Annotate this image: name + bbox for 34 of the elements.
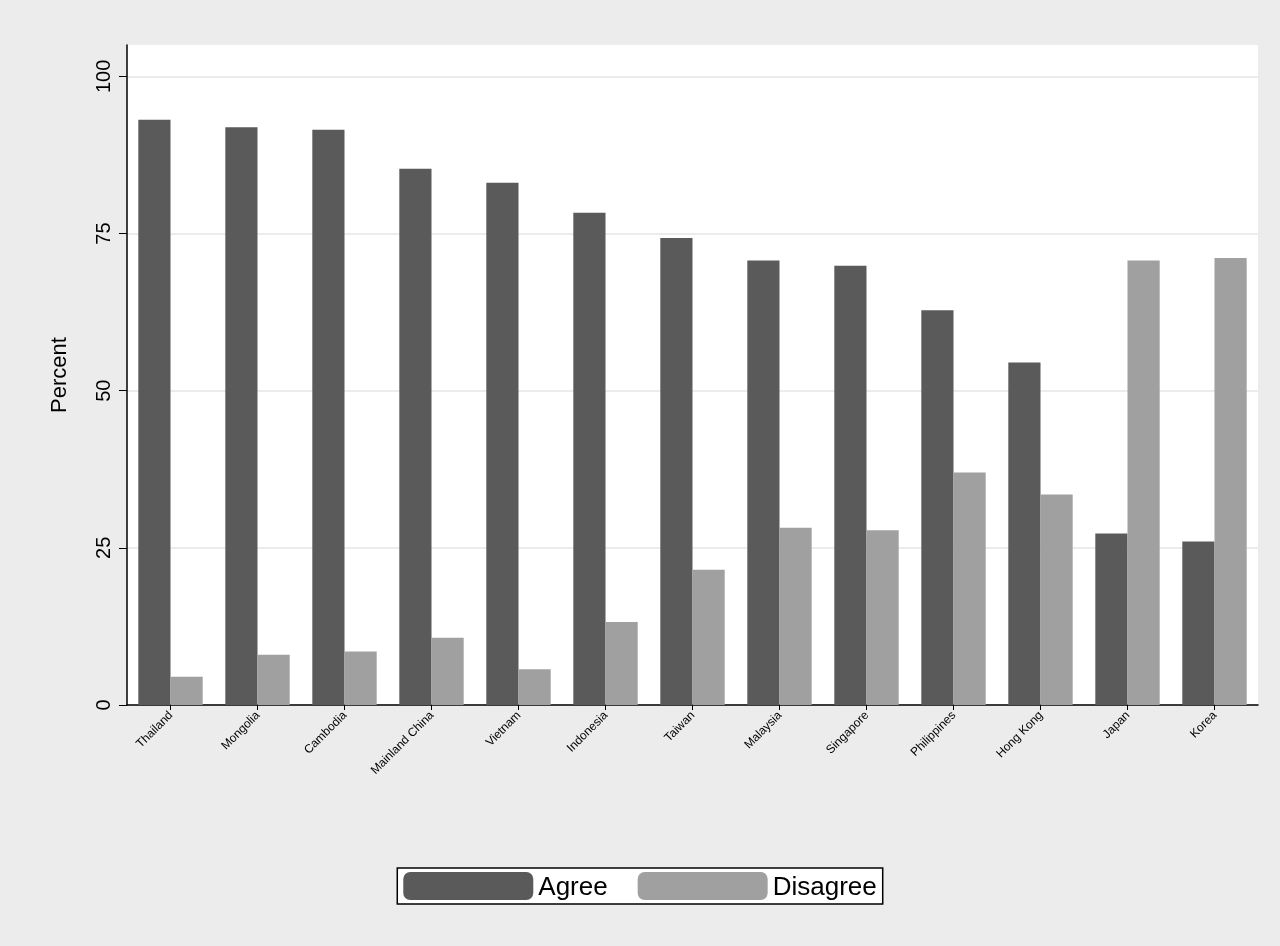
bar bbox=[921, 310, 954, 705]
bar bbox=[1182, 541, 1215, 705]
bar bbox=[399, 168, 432, 705]
bar bbox=[170, 676, 203, 705]
y-tick-label: 100 bbox=[92, 59, 114, 94]
bar bbox=[1214, 258, 1247, 705]
y-tick-label: 75 bbox=[92, 222, 114, 245]
bar bbox=[486, 182, 519, 705]
y-axis-title: Percent bbox=[45, 337, 71, 413]
bar bbox=[953, 472, 986, 705]
bar bbox=[747, 260, 780, 705]
bar bbox=[660, 237, 693, 705]
bar bbox=[692, 569, 725, 705]
bar bbox=[1095, 533, 1128, 705]
bar bbox=[779, 527, 812, 705]
bar bbox=[573, 212, 606, 705]
bar bbox=[518, 669, 551, 705]
y-tick-label: 0 bbox=[92, 699, 114, 711]
y-tick-label: 25 bbox=[92, 536, 114, 559]
bar bbox=[257, 654, 290, 705]
bar bbox=[1008, 362, 1041, 705]
bar bbox=[431, 637, 464, 705]
y-tick-label: 50 bbox=[92, 379, 114, 402]
bar bbox=[866, 530, 899, 705]
bar bbox=[138, 119, 171, 705]
bar bbox=[225, 127, 258, 705]
legend-label: Disagree bbox=[772, 871, 877, 901]
bar bbox=[312, 129, 345, 705]
bar bbox=[834, 265, 867, 705]
bar bbox=[344, 651, 377, 705]
bar bbox=[1040, 494, 1073, 705]
bar bbox=[605, 622, 638, 705]
legend-label: Agree bbox=[538, 871, 608, 901]
bar bbox=[1127, 260, 1160, 705]
